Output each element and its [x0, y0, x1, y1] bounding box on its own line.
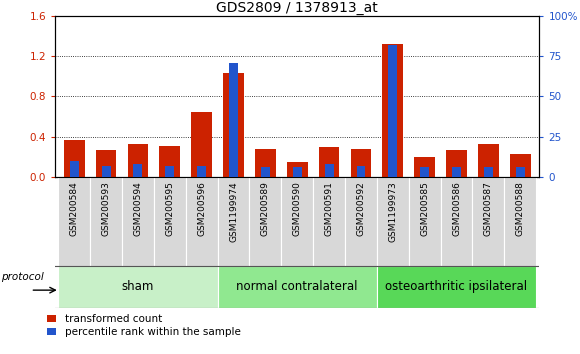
- Bar: [478, 144, 499, 177]
- Bar: [484, 167, 493, 177]
- Bar: [64, 140, 85, 177]
- Bar: [281, 177, 313, 266]
- Bar: [122, 177, 154, 266]
- Bar: [319, 147, 339, 177]
- Text: sham: sham: [122, 280, 154, 293]
- Bar: [133, 164, 143, 177]
- Bar: [58, 177, 90, 266]
- Bar: [345, 177, 377, 266]
- Bar: [357, 166, 365, 177]
- Text: GSM200595: GSM200595: [165, 181, 175, 236]
- Bar: [441, 177, 473, 266]
- Text: GSM200594: GSM200594: [133, 181, 143, 236]
- Bar: [414, 157, 435, 177]
- Bar: [191, 112, 212, 177]
- Bar: [165, 166, 174, 177]
- Bar: [293, 167, 302, 177]
- Text: GSM200592: GSM200592: [357, 181, 365, 236]
- Bar: [90, 177, 122, 266]
- Bar: [154, 177, 186, 266]
- Text: GSM200596: GSM200596: [197, 181, 206, 236]
- Text: GSM200588: GSM200588: [516, 181, 525, 236]
- Bar: [160, 146, 180, 177]
- Bar: [377, 177, 409, 266]
- Bar: [420, 167, 429, 177]
- Text: GSM200590: GSM200590: [293, 181, 302, 236]
- Text: protocol: protocol: [1, 272, 44, 282]
- Text: GSM1199974: GSM1199974: [229, 181, 238, 242]
- Bar: [229, 63, 238, 177]
- Bar: [96, 150, 117, 177]
- Text: GSM200591: GSM200591: [325, 181, 333, 236]
- Bar: [102, 166, 111, 177]
- Bar: [325, 164, 333, 177]
- Bar: [249, 177, 281, 266]
- Bar: [409, 177, 441, 266]
- Bar: [70, 161, 79, 177]
- Bar: [223, 73, 244, 177]
- Bar: [128, 144, 148, 177]
- Bar: [186, 177, 218, 266]
- Text: normal contralateral: normal contralateral: [237, 280, 358, 293]
- Bar: [377, 266, 536, 308]
- Bar: [389, 45, 397, 177]
- Bar: [473, 177, 505, 266]
- Bar: [505, 177, 536, 266]
- Text: GSM200587: GSM200587: [484, 181, 493, 236]
- Bar: [452, 167, 461, 177]
- Bar: [255, 149, 276, 177]
- Text: GSM200585: GSM200585: [420, 181, 429, 236]
- Text: GSM200586: GSM200586: [452, 181, 461, 236]
- Text: osteoarthritic ipsilateral: osteoarthritic ipsilateral: [386, 280, 528, 293]
- Bar: [313, 177, 345, 266]
- Text: GSM200593: GSM200593: [102, 181, 111, 236]
- Bar: [261, 167, 270, 177]
- Text: GSM200584: GSM200584: [70, 181, 79, 236]
- Bar: [510, 154, 531, 177]
- Bar: [382, 44, 403, 177]
- Text: GSM200589: GSM200589: [261, 181, 270, 236]
- Bar: [218, 266, 377, 308]
- Bar: [287, 162, 307, 177]
- Legend: transformed count, percentile rank within the sample: transformed count, percentile rank withi…: [46, 313, 241, 338]
- Text: GSM1199973: GSM1199973: [389, 181, 397, 242]
- Bar: [58, 266, 218, 308]
- Bar: [218, 177, 249, 266]
- Bar: [351, 149, 371, 177]
- Bar: [446, 150, 467, 177]
- Title: GDS2809 / 1378913_at: GDS2809 / 1378913_at: [216, 1, 378, 15]
- Bar: [516, 167, 525, 177]
- Bar: [197, 166, 206, 177]
